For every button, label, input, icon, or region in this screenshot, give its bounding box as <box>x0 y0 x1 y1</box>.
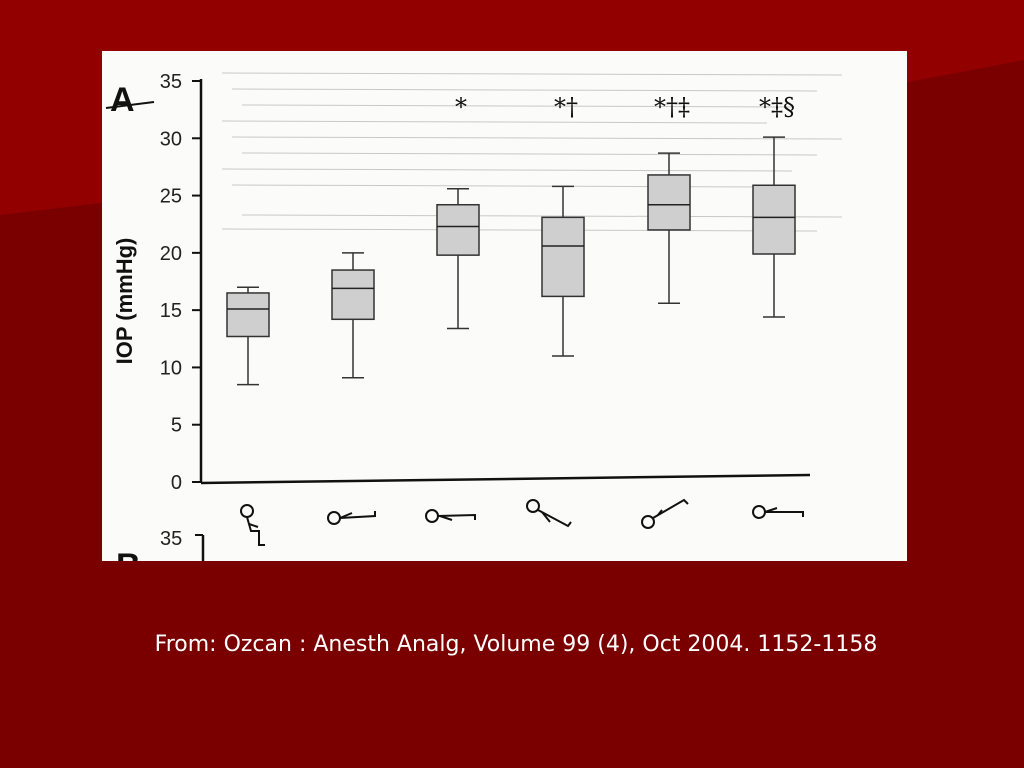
icon-head <box>425 509 439 523</box>
y-tick-label: 30 <box>160 128 182 150</box>
icon-stroke <box>537 509 572 528</box>
significance-marker: *‡§ <box>759 93 795 121</box>
faint-scan-line <box>221 72 843 76</box>
y-tick-label: 25 <box>160 186 182 208</box>
head-down-icon <box>526 499 572 528</box>
iqr-box <box>226 292 270 338</box>
sitting-icon <box>240 504 265 546</box>
icon-head <box>641 515 655 529</box>
iqr-box <box>541 216 585 298</box>
supine-icon <box>327 511 376 525</box>
box-plot-chart: A IOP (mmHg) 0 5 10 15 20 25 30 35 * *† *†‡ *‡§ 35… <box>105 71 843 561</box>
icon-stroke <box>541 511 551 523</box>
y-tick-label: 10 <box>160 357 182 379</box>
significance-marker: *† <box>554 93 578 121</box>
panel-b-top-tick: 35 <box>160 528 182 550</box>
iqr-box <box>331 269 375 321</box>
y-tick-label: 5 <box>171 415 182 437</box>
faint-scan-line <box>241 152 818 156</box>
icon-stroke <box>764 507 778 513</box>
icon-stroke <box>339 511 376 519</box>
faint-scan-line <box>241 104 793 108</box>
x-axis-line <box>200 473 811 485</box>
supine-end-icon <box>752 505 804 519</box>
box-plot-1 <box>226 286 270 386</box>
icon-stroke <box>765 511 804 517</box>
icon-stroke <box>439 515 453 521</box>
panel-label: A <box>110 81 135 119</box>
icon-head <box>752 505 766 519</box>
y-tick-label: 20 <box>160 243 182 265</box>
box-plot-6: *‡§ <box>752 93 796 318</box>
icon-stroke <box>248 523 259 528</box>
box-plot-4: *† <box>541 93 585 357</box>
faint-scan-line <box>241 214 843 218</box>
icon-stroke <box>437 513 476 520</box>
head-up-icon <box>641 498 689 529</box>
faint-scan-line <box>231 88 818 92</box>
box-series: * *† *†‡ *‡§ <box>226 93 796 386</box>
box-plot-3: * <box>436 93 480 330</box>
panel-label-strike <box>105 101 155 109</box>
iqr-box <box>752 184 796 255</box>
icon-stroke <box>657 509 663 516</box>
faint-background-scan <box>221 72 843 232</box>
faint-scan-line <box>221 120 768 124</box>
iqr-box <box>647 174 691 231</box>
significance-marker: *†‡ <box>654 93 690 121</box>
position-icons <box>240 498 804 546</box>
icon-stroke <box>246 516 265 546</box>
faint-scan-line <box>221 168 793 172</box>
icon-head <box>526 499 540 513</box>
icon-head <box>327 511 341 525</box>
panel-b-label: B <box>116 547 141 561</box>
box-plot-2 <box>331 252 375 379</box>
y-tick-label: 15 <box>160 300 182 322</box>
y-axis-ticks: 0 5 10 15 20 25 30 35 <box>160 71 201 494</box>
icon-stroke <box>652 498 689 519</box>
icon-stroke <box>339 512 353 519</box>
faint-scan-line <box>221 228 818 232</box>
y-tick-label: 35 <box>160 71 182 93</box>
significance-marker: * <box>455 93 467 121</box>
y-tick-label: 0 <box>171 472 182 494</box>
figure-panel: A IOP (mmHg) 0 5 10 15 20 25 30 35 * *† *†‡ *‡§ 35… <box>102 51 907 561</box>
icon-head <box>240 504 254 518</box>
iqr-box <box>436 203 480 256</box>
box-plot-5: *†‡ <box>647 93 691 305</box>
faint-scan-line <box>231 136 843 140</box>
y-axis-label: IOP (mmHg) <box>112 238 137 365</box>
figure-caption: From: Ozcan : Anesth Analg, Volume 99 (4… <box>154 632 878 657</box>
prone-icon <box>425 509 476 523</box>
